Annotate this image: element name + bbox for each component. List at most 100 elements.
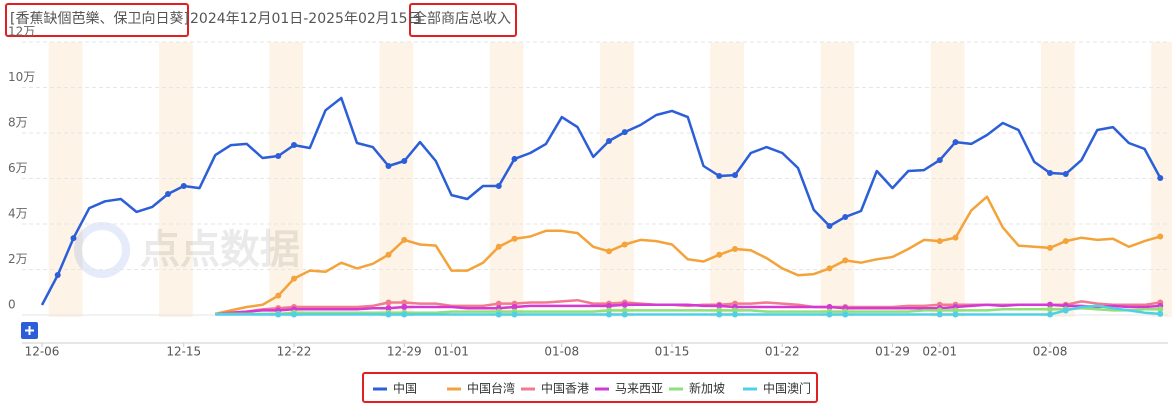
y-tick-label: 6万 [8, 161, 28, 175]
weekend-band [1041, 42, 1075, 317]
point [275, 311, 282, 318]
point [606, 137, 612, 144]
x-tick-label: 12-22 [277, 345, 312, 359]
point [54, 271, 61, 278]
point [385, 305, 392, 312]
point [606, 302, 612, 309]
point [842, 257, 849, 264]
point [385, 251, 392, 258]
weekend-band [820, 42, 855, 317]
point [291, 142, 297, 149]
point [621, 311, 628, 318]
point [495, 183, 502, 190]
point [842, 311, 849, 318]
point [716, 302, 723, 309]
point [826, 265, 833, 272]
point [180, 183, 187, 190]
x-tick-label: 01-29 [875, 345, 910, 359]
point [952, 139, 959, 146]
point [401, 299, 408, 306]
weekend-band [710, 42, 744, 317]
point [1047, 170, 1053, 177]
legend-label: 马来西亚 [615, 382, 663, 396]
point [1062, 307, 1069, 314]
watermark: 点点数据 [140, 227, 300, 273]
point [385, 162, 392, 169]
point [936, 238, 943, 245]
y-tick-label: 0 [8, 298, 16, 312]
legend-label: 中国澳门 [763, 381, 811, 396]
point [401, 236, 408, 243]
point [401, 304, 408, 311]
point [1157, 233, 1164, 240]
point [606, 311, 612, 318]
point [936, 311, 943, 318]
y-tick-label: 10万 [8, 70, 35, 84]
point [1062, 170, 1069, 177]
point [606, 248, 612, 255]
point [165, 190, 171, 197]
weekend-band [379, 42, 414, 317]
legend-label: 中国香港 [541, 381, 589, 396]
weekend-band [489, 42, 524, 317]
series-line [215, 195, 1161, 316]
x-tick-label: 12-06 [25, 345, 60, 359]
point [401, 157, 408, 164]
highlight-box [362, 372, 818, 403]
weekend-bands [48, 42, 1172, 317]
x-tick-label: 02-01 [922, 345, 957, 359]
point [275, 292, 282, 299]
point [716, 251, 723, 258]
point [716, 172, 723, 179]
chart-title: [香蕉缺個芭樂、保卫向日葵] [10, 10, 189, 27]
point [385, 311, 392, 318]
point [1157, 306, 1164, 313]
legend-label: 中国台湾 [467, 381, 515, 396]
point [1047, 301, 1053, 308]
point [826, 223, 833, 230]
y-tick-label: 8万 [8, 116, 28, 130]
point [952, 311, 959, 318]
point [401, 311, 408, 318]
point [511, 155, 518, 162]
weekend-band [48, 42, 83, 317]
point [621, 129, 628, 136]
point [732, 172, 738, 179]
highlight-box [5, 3, 189, 37]
point [621, 301, 628, 308]
point [275, 152, 282, 159]
point [511, 311, 518, 318]
point [1157, 175, 1164, 182]
point [291, 311, 297, 318]
point [621, 241, 628, 248]
x-tick-label: 02-08 [1033, 345, 1068, 359]
point [70, 235, 77, 242]
point [1047, 311, 1053, 318]
point [952, 234, 959, 241]
x-tick-label: 01-08 [544, 345, 579, 359]
series-line [215, 304, 1161, 316]
point [842, 213, 849, 220]
point [826, 304, 833, 311]
x-tick-label: 12-15 [166, 345, 201, 359]
legend-label: 中国 [393, 381, 417, 396]
point [1062, 238, 1069, 245]
series-line [215, 306, 1161, 316]
point [495, 311, 502, 318]
x-tick-label: 01-22 [765, 345, 800, 359]
chart-subtitle: 2024年12月01日-2025年02月15日 [190, 11, 422, 27]
point [495, 243, 502, 250]
add-button[interactable] [21, 322, 38, 339]
point [716, 311, 723, 318]
y-tick-label: 12万 [8, 25, 35, 39]
point [1157, 310, 1164, 317]
watermark-logo [74, 222, 130, 278]
x-tick-label: 01-15 [655, 345, 690, 359]
point [291, 275, 297, 282]
point [511, 235, 518, 242]
weekend-band [159, 42, 193, 317]
point [732, 246, 738, 253]
point [385, 299, 392, 306]
